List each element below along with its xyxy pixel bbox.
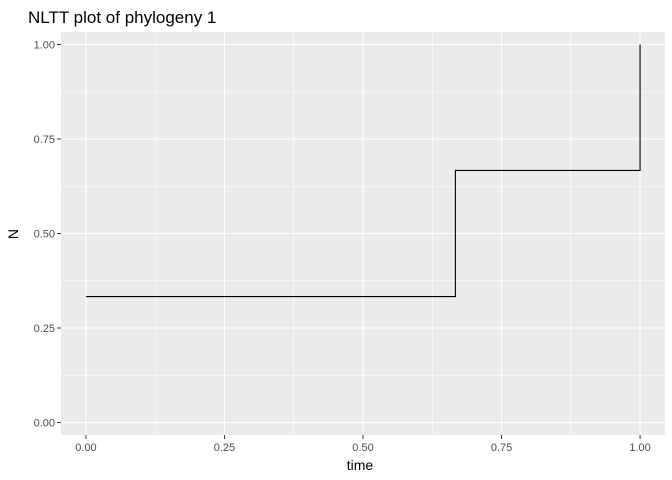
y-tick-label: 0.75 xyxy=(34,134,55,146)
y-tick-label: 0.00 xyxy=(34,418,55,430)
y-axis-title: N xyxy=(5,229,21,239)
y-tick-label: 0.25 xyxy=(34,323,55,335)
x-tick-label: 0.00 xyxy=(75,442,96,454)
y-tick-label: 0.50 xyxy=(34,229,55,241)
x-axis-ticks: 0.00 0.25 0.50 0.75 1.00 xyxy=(75,435,651,454)
x-tick-label: 1.00 xyxy=(629,442,650,454)
y-tick-label: 1.00 xyxy=(34,39,55,51)
nltt-step-line xyxy=(85,44,641,298)
x-tick-label: 0.25 xyxy=(214,442,235,454)
chart-title: NLTT plot of phylogeny 1 xyxy=(28,8,216,27)
series-layer xyxy=(85,44,641,298)
x-tick-label: 0.50 xyxy=(352,442,373,454)
x-axis-title: time xyxy=(347,457,374,473)
y-axis-ticks: 0.00 0.25 0.50 0.75 1.00 xyxy=(34,39,61,430)
x-tick-label: 0.75 xyxy=(491,442,512,454)
grid-major-y xyxy=(61,43,665,424)
